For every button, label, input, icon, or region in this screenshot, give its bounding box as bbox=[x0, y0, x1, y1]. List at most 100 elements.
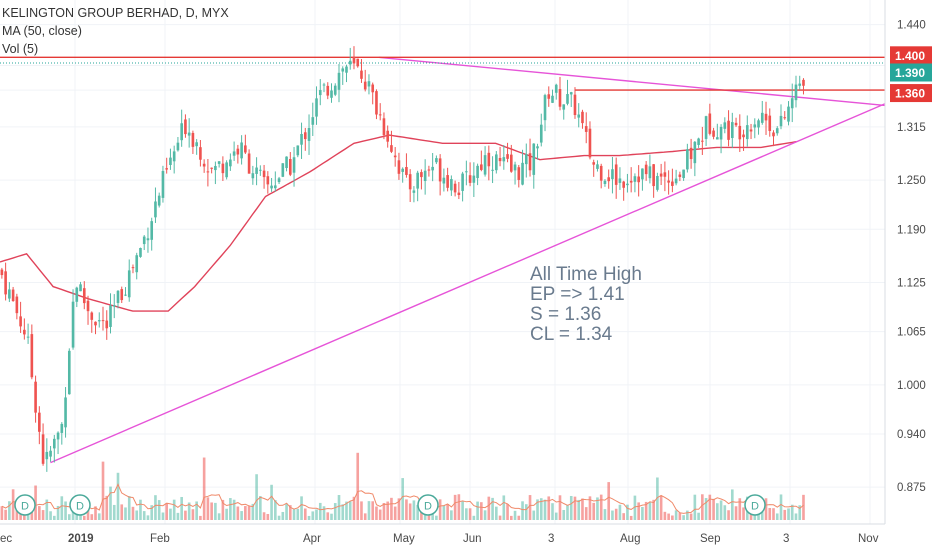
candle-body bbox=[180, 123, 183, 141]
volume-bar bbox=[506, 504, 509, 520]
volume-bar bbox=[768, 508, 772, 520]
candle-body bbox=[75, 287, 79, 302]
dividend-marker-label: D bbox=[751, 501, 759, 513]
candle-body bbox=[367, 81, 371, 87]
volume-bar bbox=[405, 499, 408, 520]
volume-bar bbox=[337, 495, 341, 520]
candle-body bbox=[382, 118, 386, 136]
candle-body bbox=[446, 175, 449, 188]
volume-bar bbox=[787, 508, 790, 520]
volume-bar bbox=[671, 515, 674, 520]
candle-body bbox=[674, 178, 678, 184]
volume-bar bbox=[202, 457, 206, 520]
candle-body bbox=[97, 320, 101, 322]
x-tick-label: Nov bbox=[858, 533, 879, 545]
candle-body bbox=[480, 164, 483, 170]
candle-body bbox=[154, 201, 157, 218]
candle-body bbox=[461, 173, 464, 191]
candle-body bbox=[764, 113, 768, 121]
candle-body bbox=[528, 153, 532, 171]
volume-bar bbox=[749, 510, 753, 520]
volume-bar bbox=[176, 512, 180, 520]
volume-bar bbox=[244, 506, 247, 520]
candle-body bbox=[794, 84, 798, 101]
volume-bar bbox=[360, 501, 363, 520]
candle-body bbox=[270, 185, 273, 189]
candle-body bbox=[566, 94, 569, 104]
volume-bar bbox=[348, 501, 352, 520]
candle-body bbox=[94, 321, 97, 326]
volume-bar bbox=[495, 506, 498, 520]
candle-body bbox=[397, 160, 401, 174]
volume-bar bbox=[120, 504, 124, 520]
volume-bar bbox=[375, 506, 378, 520]
volume-bar bbox=[502, 495, 506, 520]
candle-body bbox=[423, 170, 427, 182]
candle-body bbox=[56, 432, 60, 440]
candle-body bbox=[274, 185, 277, 189]
candle-body bbox=[71, 301, 75, 348]
candle-body bbox=[259, 169, 262, 171]
candle-body bbox=[217, 161, 221, 164]
candle-body bbox=[251, 173, 255, 179]
candle-body bbox=[760, 112, 764, 123]
volume-bar bbox=[124, 507, 127, 520]
dividend-marker-circle bbox=[69, 494, 91, 516]
volume-bar bbox=[34, 485, 37, 520]
candle-body bbox=[633, 176, 637, 182]
volume-bar bbox=[524, 504, 528, 520]
candle-body bbox=[386, 130, 390, 142]
candle-body bbox=[131, 267, 135, 269]
candle-body bbox=[266, 176, 270, 185]
volume-bar bbox=[730, 489, 734, 520]
candle-body bbox=[453, 183, 457, 193]
volume-bar bbox=[146, 515, 150, 520]
candle-body bbox=[146, 238, 150, 241]
candle-body bbox=[476, 165, 479, 179]
candle-body bbox=[277, 178, 281, 183]
x-tick-label: Apr bbox=[303, 533, 321, 545]
candle-body bbox=[296, 145, 300, 156]
candle-body bbox=[390, 145, 393, 152]
volume-bar bbox=[682, 515, 685, 520]
volume-bar bbox=[543, 499, 547, 520]
candle-body bbox=[708, 113, 712, 134]
volume-bar bbox=[738, 498, 742, 520]
candle-body bbox=[348, 60, 352, 65]
volume-bar bbox=[270, 484, 273, 520]
volume-bar bbox=[775, 513, 779, 520]
volume-bar bbox=[322, 506, 326, 520]
candle-body bbox=[431, 166, 434, 171]
volume-bar bbox=[393, 506, 397, 520]
legend-ma: MA (50, close) bbox=[2, 24, 82, 38]
volume-bar bbox=[367, 501, 371, 520]
volume-bar bbox=[603, 509, 607, 520]
volume-bar bbox=[41, 510, 45, 520]
candle-body bbox=[749, 129, 753, 132]
volume-bar bbox=[708, 494, 712, 520]
candle-body bbox=[509, 154, 513, 172]
dividend-marker: D bbox=[417, 494, 439, 516]
volume-bar bbox=[408, 503, 412, 520]
volume-bar bbox=[154, 495, 157, 520]
candle-body bbox=[734, 122, 738, 126]
candle-body bbox=[558, 89, 562, 107]
volume-bar bbox=[599, 494, 603, 520]
candle-body bbox=[644, 164, 648, 175]
x-tick-label: ec bbox=[0, 533, 12, 545]
volume-bar bbox=[641, 506, 644, 520]
candle-body bbox=[573, 94, 577, 116]
candle-body bbox=[468, 175, 472, 183]
candle-body bbox=[641, 168, 644, 180]
candle-body bbox=[285, 156, 288, 169]
candle-body bbox=[629, 180, 633, 183]
candle-body bbox=[225, 162, 228, 178]
volume-bar bbox=[19, 510, 22, 520]
volume-bar bbox=[569, 495, 573, 520]
volume-bar bbox=[277, 515, 281, 520]
volume-bar bbox=[513, 510, 517, 520]
candle-body bbox=[307, 128, 311, 141]
candle-body bbox=[753, 124, 757, 128]
volume-bar bbox=[446, 504, 449, 520]
